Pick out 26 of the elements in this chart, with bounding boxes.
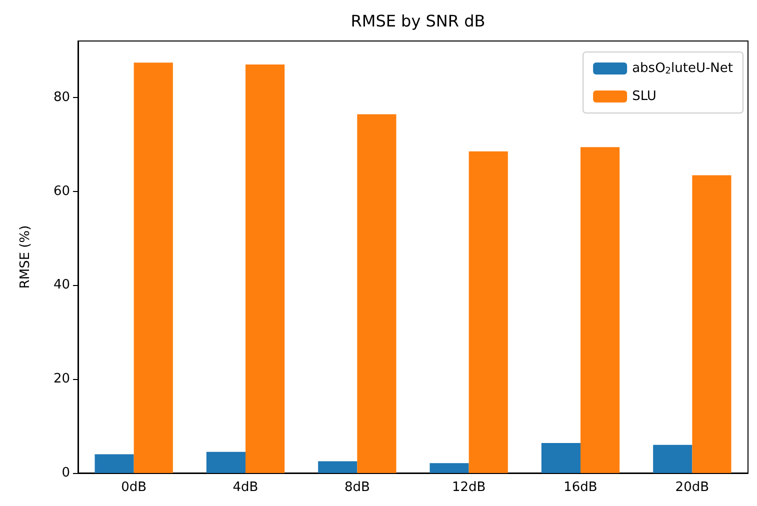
legend-label: SLU — [632, 89, 656, 104]
x-tick-label: 4dB — [232, 480, 258, 495]
bar — [692, 175, 732, 473]
x-tick-label: 16dB — [564, 480, 598, 495]
y-tick-label: 40 — [53, 278, 70, 293]
y-tick-label: 80 — [53, 90, 70, 105]
bar — [653, 444, 692, 473]
bar — [357, 114, 396, 473]
x-tick-label: 0dB — [121, 480, 147, 495]
chart-title: RMSE by SNR dB — [350, 12, 486, 30]
y-tick-label: 0 — [62, 466, 70, 480]
x-tick-label: 8dB — [344, 480, 370, 495]
y-tick-label: 20 — [53, 372, 70, 387]
bar — [134, 62, 173, 473]
x-tick-label: 12dB — [452, 480, 486, 495]
bar — [468, 151, 508, 473]
bar — [246, 64, 285, 473]
bar — [580, 147, 620, 473]
x-tick-label: 20dB — [675, 480, 710, 495]
bar — [206, 452, 246, 473]
bar — [541, 442, 580, 473]
bar — [430, 463, 469, 473]
bar — [318, 461, 358, 473]
y-tick-label: 60 — [53, 184, 70, 199]
y-axis-title: RMSE (%) — [18, 225, 33, 289]
bar — [94, 454, 134, 473]
